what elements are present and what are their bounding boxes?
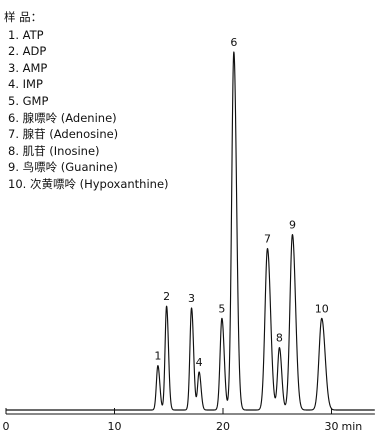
legend-item-adenine: 6. 腺嘌呤 (Adenine) xyxy=(8,110,117,125)
legend-item-adenosine: 7. 腺苷 (Adenosine) xyxy=(8,127,119,142)
peak-labels: 1 2 3 4 5 6 7 8 9 10 xyxy=(154,36,328,369)
x-tick-label-20: 20 xyxy=(216,420,230,433)
peak-label-10: 10 xyxy=(315,302,329,315)
legend-title: 样 品： xyxy=(4,10,43,24)
x-tick-label-10: 10 xyxy=(108,420,122,433)
sample-legend: 样 品： 1. ATP 2. ADP 3. AMP 4. IMP 5. GMP … xyxy=(4,9,169,193)
legend-item-hypoxanthine: 10. 次黄嘌呤 (Hypoxanthine) xyxy=(8,176,169,191)
chromatogram-trace xyxy=(5,51,376,411)
x-tick-label-30: 30 xyxy=(325,420,339,433)
peak-label-7: 7 xyxy=(264,233,271,246)
legend-item-adp: 2. ADP xyxy=(8,44,47,59)
peak-label-5: 5 xyxy=(218,302,225,315)
legend-item-guanine: 9. 鸟嘌呤 (Guanine) xyxy=(8,160,118,175)
legend-item-atp: 1. ATP xyxy=(8,27,44,42)
peak-label-6: 6 xyxy=(230,36,237,49)
peak-label-4: 4 xyxy=(196,356,203,369)
x-axis-unit: min xyxy=(342,420,363,433)
peak-label-3: 3 xyxy=(188,292,195,305)
x-tick-label-0: 0 xyxy=(3,420,10,433)
legend-item-amp: 3. AMP xyxy=(8,60,48,75)
peak-label-1: 1 xyxy=(154,350,161,363)
x-axis: 0 10 20 30 min xyxy=(3,408,375,433)
peak-label-2: 2 xyxy=(163,290,170,303)
peak-label-8: 8 xyxy=(276,332,283,345)
legend-item-inosine: 8. 肌苷 (Inosine) xyxy=(8,143,100,158)
legend-item-gmp: 5. GMP xyxy=(8,93,49,108)
legend-item-imp: 4. IMP xyxy=(8,77,43,92)
peak-label-9: 9 xyxy=(289,219,296,232)
